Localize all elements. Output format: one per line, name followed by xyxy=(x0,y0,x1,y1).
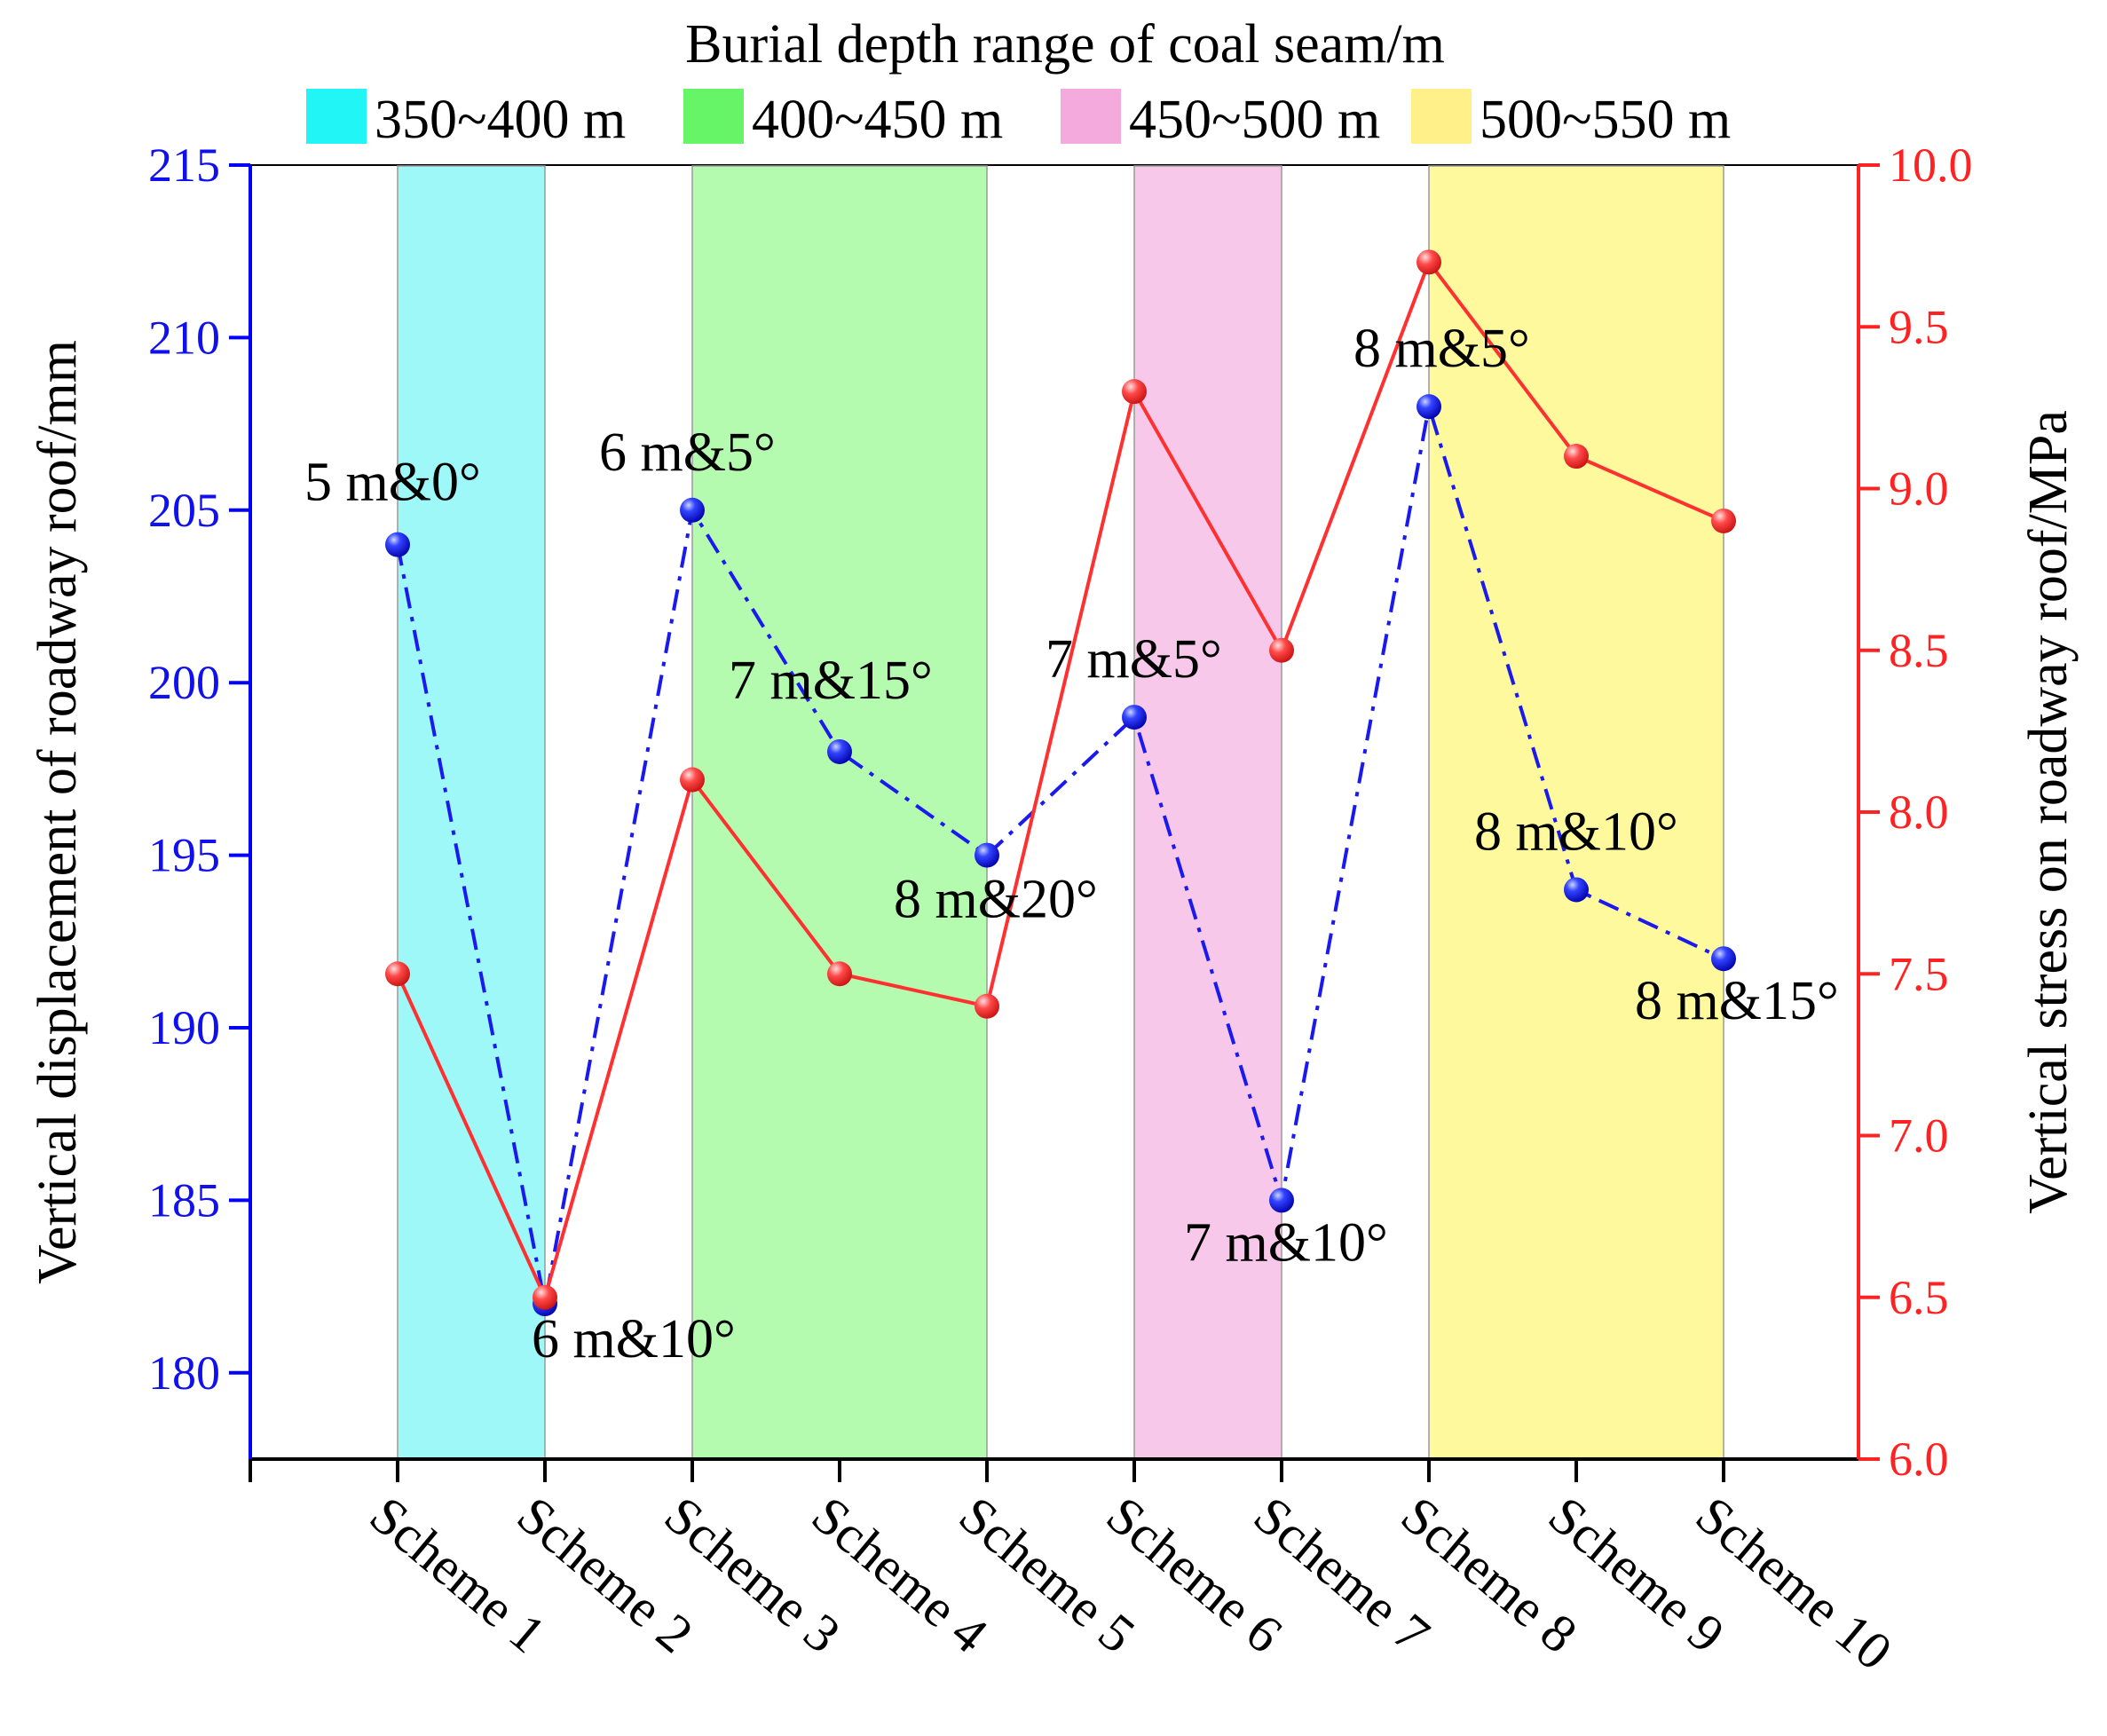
y-tick-label-right: 9.0 xyxy=(1889,462,1949,516)
displacement-point xyxy=(975,842,999,868)
depth-band-1 xyxy=(397,165,546,1460)
displacement-series xyxy=(385,394,1736,1317)
y-tick-label-left: 215 xyxy=(148,138,220,192)
y-axis-left-title: Vertical displacement of roadway roof/mm xyxy=(28,340,88,1284)
point-label: 6 m&10° xyxy=(532,1309,736,1369)
point-label: 5 m&0° xyxy=(304,453,481,513)
stress-point xyxy=(680,767,705,793)
y-tick-label-left: 190 xyxy=(148,1001,220,1054)
legend-title: Burial depth range of coal seam/m xyxy=(685,14,1445,75)
stress-point xyxy=(1417,249,1441,275)
y-tick-label-right: 8.5 xyxy=(1889,624,1949,677)
point-label: 7 m&5° xyxy=(1046,629,1222,690)
point-label: 7 m&10° xyxy=(1184,1212,1388,1273)
y-tick-label-left: 195 xyxy=(148,829,220,882)
y-tick-label-left: 210 xyxy=(148,311,220,364)
point-label: 6 m&5° xyxy=(599,422,776,483)
point-label: 8 m&5° xyxy=(1353,319,1530,379)
y-tick-label-left: 205 xyxy=(148,484,220,537)
point-label: 8 m&10° xyxy=(1474,801,1678,862)
legend-label-2: 400~450 m xyxy=(752,90,1003,150)
depth-band-2 xyxy=(691,165,988,1460)
displacement-point xyxy=(1122,705,1147,730)
y-axis-right: 6.0 6.5 7.0 7.5 8.0 8.5 9.0 9.5 10.0 xyxy=(1857,138,1973,1486)
depth-band-4 xyxy=(1428,165,1724,1460)
displacement-point xyxy=(1564,877,1589,903)
depth-bands xyxy=(397,165,1724,1460)
stress-point xyxy=(1711,508,1736,533)
y-tick-label-left: 185 xyxy=(148,1173,220,1227)
stress-point xyxy=(1269,637,1294,663)
displacement-point xyxy=(680,497,705,523)
displacement-point xyxy=(1417,394,1441,420)
y-tick-label-left: 200 xyxy=(148,656,220,709)
y-tick-label-right: 10.0 xyxy=(1889,138,1973,192)
point-label: 8 m&15° xyxy=(1635,971,1839,1031)
point-label: 7 m&15° xyxy=(729,651,933,711)
depth-band-3 xyxy=(1133,165,1282,1460)
stress-point xyxy=(385,961,410,987)
point-label: 8 m&20° xyxy=(894,870,1098,930)
legend-label-3: 450~500 m xyxy=(1129,90,1380,150)
y-tick-label-right: 6.0 xyxy=(1889,1432,1949,1486)
legend-swatch-4 xyxy=(1411,89,1472,144)
displacement-point xyxy=(1269,1188,1294,1213)
legend-label-1: 350~400 m xyxy=(375,90,626,150)
legend-label-4: 500~550 m xyxy=(1480,90,1731,150)
x-tick-label: Scheme 10 xyxy=(1685,1485,1903,1681)
legend: Burial depth range of coal seam/m 350~40… xyxy=(306,14,1731,150)
stress-point xyxy=(827,961,852,987)
stress-point xyxy=(1564,444,1589,470)
stress-point xyxy=(533,1284,557,1310)
y-tick-label-right: 6.5 xyxy=(1889,1271,1949,1324)
y-tick-label-right: 7.5 xyxy=(1889,947,1949,1000)
displacement-line xyxy=(396,406,1724,1305)
y-axis-right-title: Vertical stress on roadway roof/MPa xyxy=(2018,410,2079,1214)
y-tick-label-left: 180 xyxy=(148,1346,220,1400)
y-tick-label-right: 8.0 xyxy=(1889,785,1949,839)
y-tick-label-right: 7.0 xyxy=(1889,1109,1949,1163)
displacement-point xyxy=(385,532,410,557)
y-axis-left: 180 185 190 195 200 205 210 215 xyxy=(148,138,252,1459)
stress-line xyxy=(396,258,1724,1303)
displacement-point xyxy=(827,738,852,764)
legend-swatch-1 xyxy=(306,89,367,144)
stress-series xyxy=(385,249,1736,1310)
legend-swatch-3 xyxy=(1061,89,1121,144)
y-tick-label-right: 9.5 xyxy=(1889,300,1949,353)
stress-point xyxy=(1122,379,1147,405)
stress-point xyxy=(975,993,999,1019)
legend-swatch-2 xyxy=(683,89,744,144)
displacement-point xyxy=(1711,946,1736,972)
point-labels: 5 m&0° 6 m&10° 6 m&5° 7 m&15° 8 m&20° 7 m&5° 7… xyxy=(304,319,1839,1369)
